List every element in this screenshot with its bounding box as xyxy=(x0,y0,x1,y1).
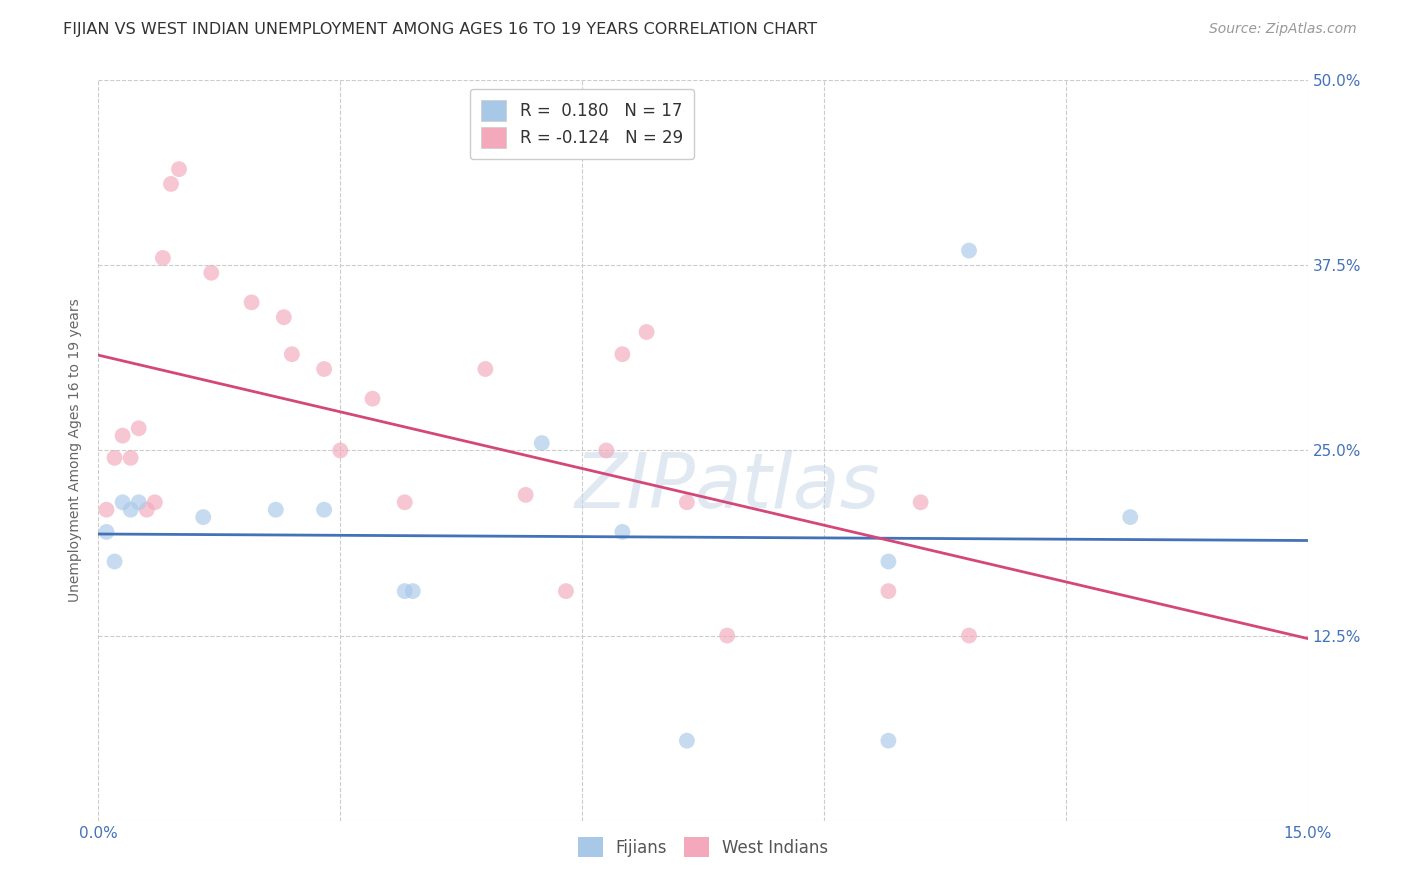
Point xyxy=(103,555,125,569)
Point xyxy=(111,495,134,509)
Point xyxy=(240,295,263,310)
Point xyxy=(612,347,634,361)
Point xyxy=(676,495,699,509)
Point xyxy=(877,555,900,569)
Point xyxy=(143,495,166,509)
Point xyxy=(96,524,118,539)
Point xyxy=(910,495,932,509)
Point xyxy=(612,524,634,539)
Text: FIJIAN VS WEST INDIAN UNEMPLOYMENT AMONG AGES 16 TO 19 YEARS CORRELATION CHART: FIJIAN VS WEST INDIAN UNEMPLOYMENT AMONG… xyxy=(63,22,817,37)
Point xyxy=(402,584,425,599)
Point xyxy=(281,347,304,361)
Y-axis label: Unemployment Among Ages 16 to 19 years: Unemployment Among Ages 16 to 19 years xyxy=(69,299,83,602)
Point xyxy=(152,251,174,265)
Point xyxy=(877,733,900,747)
Point xyxy=(273,310,295,325)
Point xyxy=(957,628,980,642)
Point xyxy=(716,628,738,642)
Text: ZIPatlas: ZIPatlas xyxy=(575,450,880,524)
Point xyxy=(314,502,336,516)
Point xyxy=(474,362,496,376)
Point xyxy=(167,162,190,177)
Point xyxy=(957,244,980,258)
Point xyxy=(135,502,157,516)
Point xyxy=(595,443,617,458)
Point xyxy=(96,502,118,516)
Point xyxy=(200,266,222,280)
Point xyxy=(555,584,578,599)
Point xyxy=(329,443,352,458)
Point xyxy=(394,495,416,509)
Point xyxy=(128,421,150,435)
Point xyxy=(103,450,125,465)
Point xyxy=(314,362,336,376)
Point xyxy=(361,392,384,406)
Point xyxy=(264,502,287,516)
Point xyxy=(160,177,183,191)
Legend: Fijians, West Indians: Fijians, West Indians xyxy=(571,830,835,864)
Text: Source: ZipAtlas.com: Source: ZipAtlas.com xyxy=(1209,22,1357,37)
Point xyxy=(515,488,537,502)
Point xyxy=(676,733,699,747)
Point xyxy=(111,428,134,442)
Point xyxy=(120,450,142,465)
Point xyxy=(193,510,215,524)
Point xyxy=(128,495,150,509)
Point xyxy=(394,584,416,599)
Point xyxy=(530,436,553,450)
Point xyxy=(120,502,142,516)
Point xyxy=(877,584,900,599)
Point xyxy=(1119,510,1142,524)
Point xyxy=(636,325,658,339)
